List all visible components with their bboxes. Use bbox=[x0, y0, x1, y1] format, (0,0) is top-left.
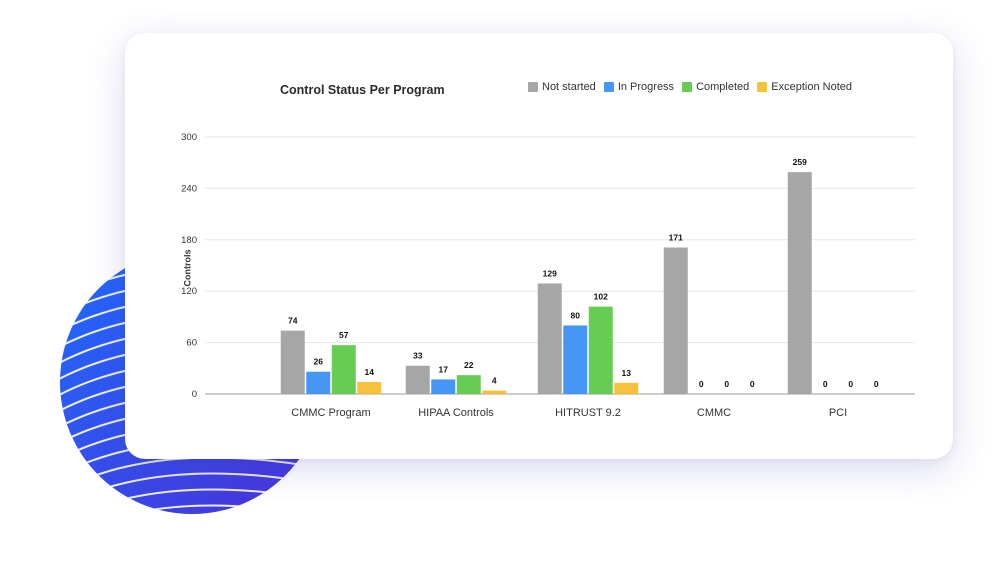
data-label: 102 bbox=[594, 292, 608, 302]
bar-not-started bbox=[537, 283, 562, 394]
legend-item: Completed bbox=[682, 81, 749, 93]
chart-title: Control Status Per Program bbox=[280, 83, 445, 97]
data-label: 0 bbox=[750, 379, 755, 389]
bar-not-started bbox=[663, 247, 688, 394]
data-label: 0 bbox=[724, 379, 729, 389]
data-label: 80 bbox=[571, 310, 581, 320]
y-tick-label: 240 bbox=[181, 183, 197, 194]
bar-in-progress bbox=[563, 325, 588, 394]
data-label: 0 bbox=[848, 379, 853, 389]
data-label: 259 bbox=[793, 157, 807, 167]
bar-completed bbox=[331, 345, 356, 394]
x-category-label: CMMC Program bbox=[291, 407, 370, 419]
data-label: 57 bbox=[339, 330, 349, 340]
bar-exception-noted bbox=[357, 382, 382, 394]
bar-in-progress bbox=[306, 371, 331, 394]
x-category-label: HITRUST 9.2 bbox=[555, 407, 621, 419]
chart-card: Control Status Per Program Not started In… bbox=[125, 33, 953, 459]
legend-swatch bbox=[528, 82, 538, 92]
bar-not-started bbox=[787, 172, 812, 394]
chart-legend: Not started In Progress Completed Exception… bbox=[528, 81, 860, 93]
data-label: 0 bbox=[823, 379, 828, 389]
bar-completed bbox=[456, 375, 481, 394]
legend-label: Exception Noted bbox=[771, 81, 852, 93]
data-label: 0 bbox=[874, 379, 879, 389]
data-label: 171 bbox=[669, 233, 683, 243]
legend-label: Not started bbox=[542, 81, 596, 93]
legend-item: Not started bbox=[528, 81, 596, 93]
data-label: 33 bbox=[413, 351, 423, 361]
y-tick-label: 0 bbox=[192, 389, 197, 400]
legend-swatch bbox=[682, 82, 693, 92]
data-label: 17 bbox=[439, 364, 449, 374]
data-label: 13 bbox=[622, 368, 632, 378]
x-category-label: HIPAA Controls bbox=[418, 407, 494, 419]
y-tick-label: 60 bbox=[186, 338, 197, 349]
legend-swatch bbox=[757, 82, 768, 92]
bar-chart: 0 60 120 180 240 300 74 26 57 14 CMMC Program 33 17 2… bbox=[181, 132, 915, 419]
bar-completed bbox=[588, 306, 613, 394]
legend-item: In Progress bbox=[603, 81, 675, 93]
x-category-label: CMMC bbox=[697, 407, 731, 419]
y-tick-label: 180 bbox=[181, 235, 197, 246]
bar-not-started bbox=[280, 330, 305, 394]
legend-label: In Progress bbox=[617, 81, 675, 93]
legend-swatch bbox=[603, 82, 614, 92]
x-category-label: PCI bbox=[829, 407, 847, 419]
data-label: 74 bbox=[288, 316, 298, 326]
data-label: 129 bbox=[543, 268, 557, 278]
legend-item: Exception Noted bbox=[757, 81, 852, 93]
data-label: 0 bbox=[699, 379, 704, 389]
legend-label: Completed bbox=[696, 81, 750, 93]
data-label: 22 bbox=[464, 360, 474, 370]
data-label: 26 bbox=[314, 357, 324, 367]
y-tick-label: 120 bbox=[181, 286, 197, 297]
bar-exception-noted bbox=[482, 390, 507, 394]
bar-not-started bbox=[405, 365, 430, 394]
data-label: 14 bbox=[365, 367, 375, 377]
bar-in-progress bbox=[431, 379, 456, 394]
y-tick-label: 300 bbox=[181, 132, 197, 143]
data-label: 4 bbox=[492, 376, 497, 386]
bar-exception-noted bbox=[614, 382, 639, 394]
